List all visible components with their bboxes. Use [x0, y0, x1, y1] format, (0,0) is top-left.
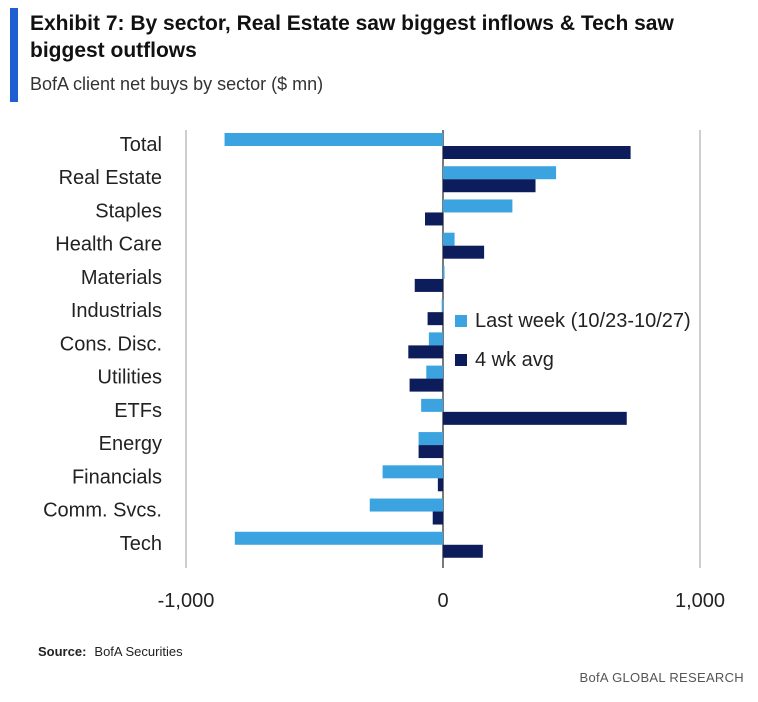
last-week-bar-9 — [418, 432, 443, 446]
four-wk-avg-bar-0 — [443, 146, 631, 159]
legend-swatch-1 — [455, 354, 467, 366]
four-wk-avg-bar-6 — [408, 345, 443, 359]
x-tick-label-1: 0 — [437, 590, 448, 612]
sector-flows-chart: -1,000 0 1,000 Total Real Estate Staples Healt… — [43, 130, 725, 612]
four-wk-avg-bar-3 — [443, 245, 485, 259]
four-wk-avg-bar-8 — [443, 411, 627, 425]
title-accent-bar — [10, 8, 18, 102]
legend-swatch-0 — [455, 315, 467, 327]
last-week-bar-5 — [441, 299, 444, 313]
category-label-12: Tech — [120, 533, 162, 555]
category-label-4: Materials — [81, 267, 162, 289]
category-label-1: Real Estate — [59, 167, 162, 189]
last-week-bar-0 — [224, 133, 443, 146]
category-label-10: Financials — [72, 466, 162, 488]
category-label-8: ETFs — [114, 400, 162, 422]
brand-footer: BofA GLOBAL RESEARCH — [579, 670, 744, 685]
last-week-bar-1 — [443, 166, 557, 180]
last-week-bar-12 — [234, 531, 443, 545]
category-label-5: Industrials — [71, 300, 162, 322]
source-value: BofA Securities — [94, 644, 183, 659]
four-wk-avg-bar-4 — [414, 278, 443, 292]
legend-label-0: Last week (10/23-10/27) — [475, 310, 691, 332]
category-label-7: Utilities — [98, 367, 162, 389]
last-week-bar-2 — [443, 199, 513, 213]
four-wk-avg-bar-1 — [443, 179, 536, 193]
x-tick-label-2: 1,000 — [675, 590, 725, 612]
last-week-bar-8 — [421, 398, 443, 412]
legend-label-1: 4 wk avg — [475, 349, 554, 371]
category-label-9: Energy — [99, 433, 162, 455]
last-week-bar-7 — [426, 365, 443, 379]
four-wk-avg-bar-2 — [425, 212, 443, 226]
last-week-bar-10 — [382, 465, 443, 479]
four-wk-avg-bar-12 — [443, 544, 483, 558]
last-week-bar-6 — [428, 332, 443, 346]
category-label-0: Total — [120, 134, 162, 156]
last-week-bar-4 — [443, 265, 445, 279]
four-wk-avg-bar-7 — [409, 378, 443, 392]
exhibit-title: Exhibit 7: By sector, Real Estate saw bi… — [30, 12, 674, 62]
category-label-6: Cons. Disc. — [60, 333, 162, 355]
x-tick-label-0: -1,000 — [158, 590, 215, 612]
last-week-bar-11 — [369, 498, 443, 512]
source-note: Source: BofA Securities — [38, 644, 183, 659]
exhibit-subtitle: BofA client net buys by sector ($ mn) — [30, 74, 324, 94]
category-label-3: Health Care — [55, 234, 162, 256]
four-wk-avg-bar-11 — [432, 511, 443, 525]
category-label-2: Staples — [95, 200, 162, 222]
four-wk-avg-bar-9 — [418, 445, 443, 459]
four-wk-avg-bar-5 — [427, 312, 443, 326]
last-week-bar-3 — [443, 232, 455, 246]
four-wk-avg-bar-10 — [437, 478, 443, 492]
source-label: Source: — [38, 644, 87, 659]
category-label-11: Comm. Svcs. — [43, 500, 162, 522]
